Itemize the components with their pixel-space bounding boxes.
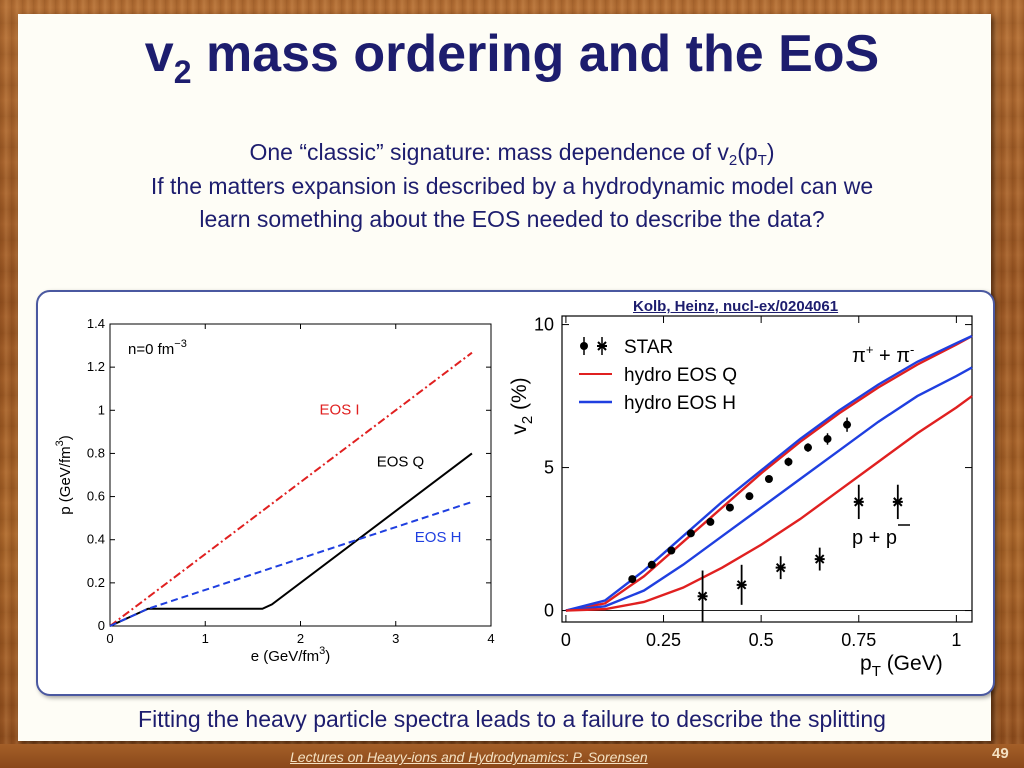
v2-y-axis-label: v2 (%): [508, 377, 536, 434]
legend-eosh-label: hydro EOS H: [624, 393, 736, 414]
v2-x-tick-label: 0.5: [749, 630, 774, 650]
eos-chart: 0 1 2 3 4 0 0.2 0.4 0.6 0.8 1 1.2 1.4 EOS I EOS Q EOS H…: [54, 316, 495, 665]
pion-data-point: [706, 517, 715, 526]
proton-label: p + p: [852, 527, 897, 549]
proton-data-point: [736, 580, 747, 590]
eos-y-tick-label: 0.4: [87, 532, 105, 547]
proton-data-point: [892, 497, 903, 507]
eos-x-tick-label: 4: [487, 631, 494, 646]
proton-data-point: [814, 554, 825, 564]
slide-title: v2 mass ordering and the EoS: [144, 25, 880, 90]
proton-data-point: [853, 497, 864, 507]
pion-data-point: [745, 492, 754, 501]
eos-y-tick-label: 1: [98, 402, 105, 417]
slide-caption: Fitting the heavy particle spectra leads…: [138, 706, 886, 732]
eos-y-axis-label: p (GeV/fm3): [54, 435, 74, 514]
pion-data-point: [686, 529, 695, 538]
eos-y-tick-label: 0.8: [87, 445, 105, 460]
footer-bar: [0, 744, 1024, 768]
eos-series-label: EOS I: [320, 402, 360, 419]
pion-data-point: [843, 420, 852, 429]
eos-series-line: [109, 501, 473, 627]
citation-link[interactable]: Kolb, Heinz, nucl-ex/0204061: [633, 298, 839, 315]
eos-y-tick-label: 0: [98, 618, 105, 633]
v2-x-tick-label: 1: [951, 630, 961, 650]
eos-y-tick-label: 1.4: [87, 316, 105, 331]
eos-x-tick-label: 2: [297, 631, 304, 646]
eos-series-label: EOS Q: [377, 453, 425, 470]
eos-x-tick-label: 0: [106, 631, 113, 646]
pion-data-point: [823, 434, 832, 443]
v2-x-axis-label: pT (GeV): [860, 652, 943, 680]
v2-hydro-curve: [565, 366, 973, 612]
v2-x-tick-label: 0: [561, 630, 571, 650]
eos-y-tick-label: 0.6: [87, 489, 105, 504]
eos-plot-frame: [109, 323, 492, 627]
intro-line-1: One “classic” signature: mass dependence…: [249, 139, 775, 169]
pion-data-point: [647, 560, 656, 569]
pion-data-point: [667, 546, 676, 555]
pion-data-point: [628, 575, 637, 584]
eos-x-tick-label: 1: [202, 631, 209, 646]
eos-x-tick-label: 3: [392, 631, 399, 646]
eos-density-annotation: n=0 fm−3: [128, 338, 187, 358]
legend-star-marker: [580, 342, 588, 350]
v2-hydro-curve: [565, 334, 973, 612]
legend-eosq-label: hydro EOS Q: [624, 365, 737, 386]
legend-star-marker-2: [597, 341, 607, 351]
pion-data-point: [764, 475, 773, 484]
pion-data-point: [804, 443, 812, 452]
pion-data-point: [784, 457, 793, 466]
intro-line-2: If the matters expansion is described by…: [150, 173, 874, 199]
v2-y-tick-label: 5: [544, 458, 554, 478]
pion-data-point: [725, 503, 734, 512]
footer-text: Lectures on Heavy-ions and Hydrodynamics…: [290, 749, 648, 765]
v2-y-tick-label: 0: [544, 601, 554, 621]
v2-hydro-curve: [565, 334, 973, 612]
pion-label: π+ + π-: [852, 342, 914, 367]
v2-x-tick-label: 0.25: [646, 630, 681, 650]
eos-y-tick-label: 1.2: [87, 359, 105, 374]
legend-star-label: STAR: [624, 337, 673, 358]
eos-series-label: EOS H: [415, 529, 462, 546]
proton-data-point: [697, 591, 708, 601]
proton-data-point: [775, 562, 786, 573]
eos-x-axis-label: e (GeV/fm3): [251, 645, 330, 665]
v2-hydro-curve: [565, 395, 973, 612]
eos-series-line: [109, 351, 473, 627]
v2-x-tick-label: 0.75: [841, 630, 876, 650]
intro-line-3: learn something about the EOS needed to …: [199, 206, 825, 232]
v2-y-tick-label: 10: [534, 315, 554, 335]
eos-y-tick-label: 0.2: [87, 575, 105, 590]
page-number: 49: [992, 745, 1009, 762]
